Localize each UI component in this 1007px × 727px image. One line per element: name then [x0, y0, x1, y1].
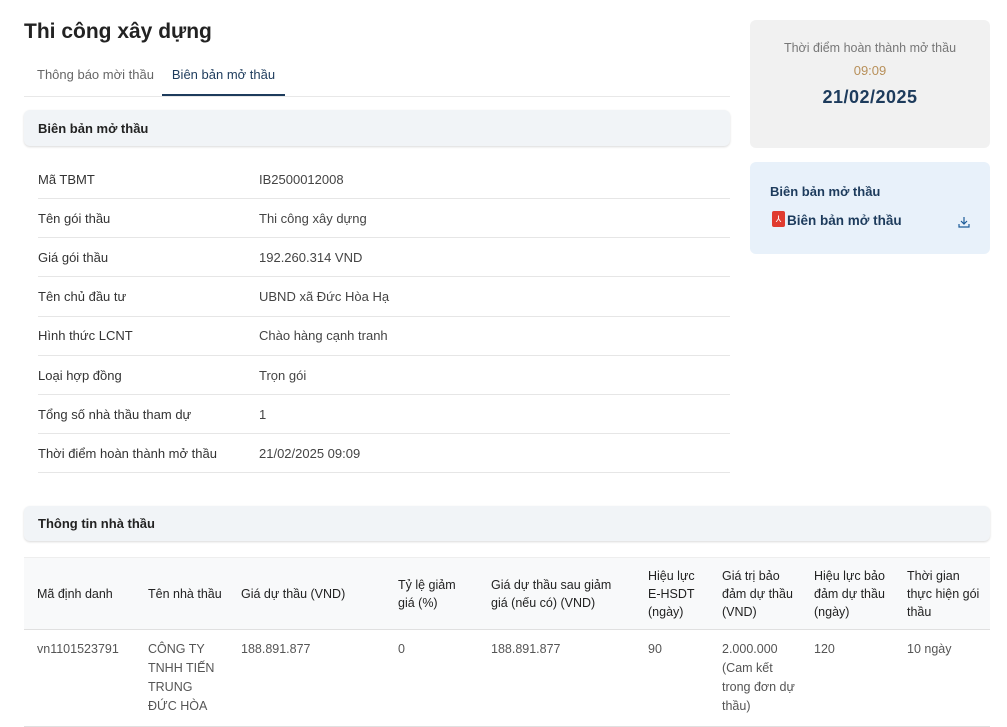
info-row: Giá gói thầu 192.260.314 VND [38, 238, 730, 278]
column-header: Tỷ lệ giảm giá (%) [385, 557, 478, 630]
info-value: UBND xã Đức Hòa Hạ [259, 289, 390, 305]
completion-time: 09:09 [853, 63, 887, 78]
info-row: Tên chủ đầu tư UBND xã Đức Hòa Hạ [38, 278, 730, 317]
table-cell: vn1101523791 [24, 629, 135, 727]
column-header: Thời gian thực hiện gói thầu [894, 557, 990, 630]
info-value: Thi công xây dựng [259, 210, 367, 226]
column-header: Mã định danh [24, 557, 135, 630]
column-header: Hiệu lực E-HSDT (ngày) [635, 557, 709, 630]
info-row: Loại hợp đồng Trọn gói [38, 356, 730, 395]
info-row: Tên gói thầu Thi công xây dựng [38, 199, 730, 239]
section-header-thong-tin-nha-thau: Thông tin nhà thầu [24, 506, 990, 541]
info-label: Thời điểm hoàn thành mở thầu [38, 445, 217, 461]
info-row: Mã TBMT IB2500012008 [38, 160, 730, 199]
pdf-icon: ⅄ [772, 211, 785, 227]
document-link[interactable]: Biên bản mở thầu [787, 213, 902, 228]
completion-time-card: Thời điểm hoàn thành mở thầu 09:09 21/02… [750, 20, 990, 148]
info-row: Tổng số nhà thầu tham dự 1 [38, 395, 730, 435]
column-header: Tên nhà thầu [135, 557, 228, 630]
info-value: Trọn gói [259, 367, 307, 383]
table-cell: 0 [385, 629, 478, 727]
info-label: Hình thức LCNT [38, 328, 133, 344]
table-cell: 10 ngày [894, 629, 990, 727]
column-header: Hiệu lực bảo đảm dự thầu (ngày) [801, 557, 894, 630]
table-cell: 120 [801, 629, 894, 727]
info-row: Hình thức LCNT Chào hàng cạnh tranh [38, 317, 730, 356]
table-cell: 2.000.000 (Cam kết trong đơn dự thầu) [709, 629, 801, 727]
completion-label: Thời điểm hoàn thành mở thầu [783, 41, 957, 55]
column-header: Giá dự thầu (VND) [228, 557, 385, 630]
info-value: Chào hàng cạnh tranh [259, 328, 388, 344]
tab-divider [24, 96, 730, 97]
info-value: 192.260.314 VND [259, 249, 363, 265]
info-value: IB2500012008 [259, 171, 344, 187]
info-value: 1 [259, 406, 267, 422]
tab-bien-ban-mo-thau[interactable]: Biên bản mở thầu [162, 67, 285, 96]
table-cell: 188.891.877 [228, 629, 385, 727]
table-row: vn1101523791 CÔNG TY TNHH TIẾN TRUNG ĐỨC … [24, 629, 990, 727]
info-label: Giá gói thầu [38, 249, 109, 265]
section-header-bien-ban: Biên bản mở thầu [24, 110, 730, 146]
info-value: 21/02/2025 09:09 [259, 445, 361, 461]
download-icon[interactable] [957, 215, 971, 229]
table-cell: 90 [635, 629, 709, 727]
info-label: Tên chủ đầu tư [38, 289, 127, 305]
info-label: Tên gói thầu [38, 210, 111, 226]
table-cell: 188.891.877 [478, 629, 635, 727]
column-header: Giá trị bảo đảm dự thầu (VND) [709, 557, 801, 630]
page-title: Thi công xây dựng [24, 20, 212, 43]
info-row: Thời điểm hoàn thành mở thầu 21/02/2025 0… [38, 434, 730, 474]
info-label: Loại hợp đồng [38, 367, 122, 383]
table-cell: CÔNG TY TNHH TIẾN TRUNG ĐỨC HÒA [135, 629, 228, 727]
document-card: Biên bản mở thầu ⅄ Biên bản mở thầu [750, 162, 990, 254]
info-label: Mã TBMT [38, 171, 95, 187]
contractor-table: Mã định danh Tên nhà thầu Giá dự thầu (VND… [24, 557, 990, 727]
info-label: Tổng số nhà thầu tham dự [38, 406, 192, 422]
tab-thong-bao-moi-thau[interactable]: Thông báo mời thầu [37, 67, 154, 82]
completion-date: 21/02/2025 [822, 87, 918, 107]
column-header: Giá dự thầu sau giảm giá (nếu có) (VND) [478, 557, 635, 630]
document-card-title: Biên bản mở thầu [770, 184, 881, 199]
